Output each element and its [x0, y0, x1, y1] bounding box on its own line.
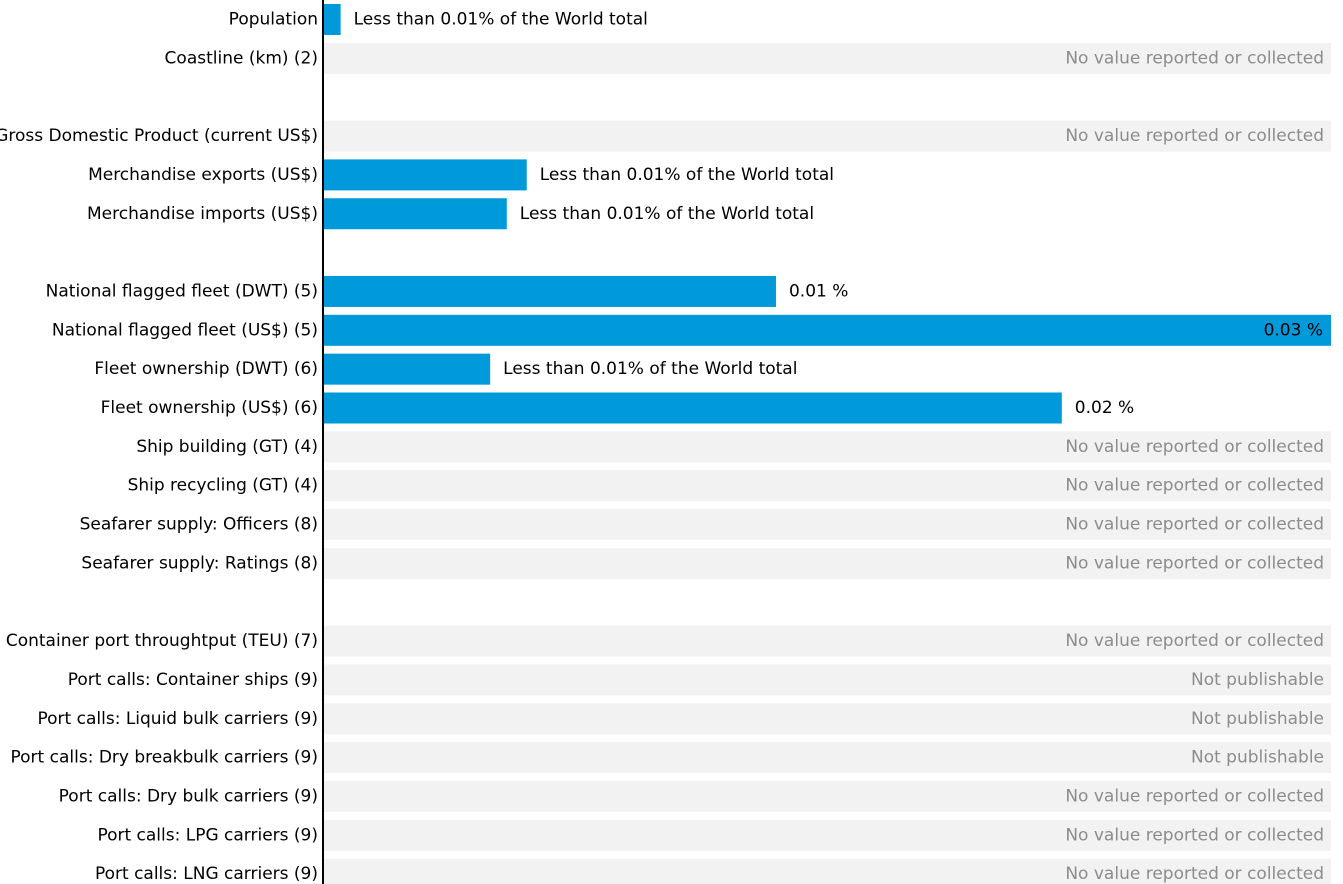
chart-row: Fleet ownership (US$) (6) 0.02 % [101, 392, 1134, 424]
category-label: Port calls: Dry breakbulk carriers (9) [11, 748, 318, 768]
value-label: No value reported or collected [1065, 126, 1324, 146]
chart-row: Port calls: Liquid bulk carriers (9) Not … [38, 703, 1331, 735]
value-label: Less than 0.01% of the World total [503, 359, 797, 379]
value-label: No value reported or collected [1065, 48, 1324, 68]
chart-row: Merchandise imports (US$) Less than 0.01%… [87, 198, 814, 230]
row-background [324, 703, 1331, 735]
category-label: Port calls: Liquid bulk carriers (9) [38, 709, 318, 729]
category-label: Fleet ownership (DWT) (6) [94, 359, 318, 379]
chart-row: Ship building (GT) (4) No value reported … [136, 431, 1331, 463]
value-label: 0.01 % [789, 281, 848, 301]
chart-row: Population Less than 0.01% of the World t… [229, 4, 648, 35]
value-label: No value reported or collected [1065, 631, 1324, 651]
row-background [324, 509, 1331, 541]
category-label: Port calls: LPG carriers (9) [97, 825, 318, 845]
bar [324, 275, 776, 307]
category-label: Port calls: LNG carriers (9) [95, 864, 318, 884]
value-label: Not publishable [1191, 709, 1324, 729]
bar [324, 353, 491, 385]
chart-row: Port calls: Container ships (9) Not publi… [68, 664, 1331, 696]
bar [324, 392, 1062, 424]
chart-row: Gross Domestic Product (current US$) No v… [0, 120, 1331, 152]
chart-row: Port calls: Dry bulk carriers (9) No valu… [59, 781, 1331, 812]
chart-row: Merchandise exports (US$) Less than 0.01%… [88, 159, 834, 191]
value-label: Less than 0.01% of the World total [354, 10, 648, 30]
bar [324, 4, 341, 35]
value-label: 0.02 % [1075, 398, 1134, 418]
chart-row: Seafarer supply: Officers (8) No value re… [80, 509, 1331, 541]
row-background [324, 742, 1331, 774]
value-label: No value reported or collected [1065, 476, 1324, 496]
category-label: National flagged fleet (DWT) (5) [46, 281, 318, 301]
category-label: Ship building (GT) (4) [136, 437, 318, 457]
row-background [324, 120, 1331, 152]
row-background [324, 431, 1331, 463]
row-background [324, 547, 1331, 579]
chart-row: National flagged fleet (DWT) (5) 0.01 % [46, 275, 848, 307]
row-background [324, 470, 1331, 502]
chart-row: Container port throughtput (TEU) (7) No v… [6, 625, 1331, 657]
category-label: Port calls: Container ships (9) [68, 670, 318, 690]
value-label: No value reported or collected [1065, 553, 1324, 573]
chart-row: Fleet ownership (DWT) (6) Less than 0.01%… [94, 353, 797, 385]
value-label: Not publishable [1191, 748, 1324, 768]
category-label: Gross Domestic Product (current US$) [0, 126, 318, 146]
value-label: No value reported or collected [1065, 825, 1324, 845]
chart-row: Port calls: Dry breakbulk carriers (9) No… [11, 742, 1331, 774]
category-label: Coastline (km) (2) [165, 48, 318, 68]
category-label: Container port throughtput (TEU) (7) [6, 631, 318, 651]
row-background [324, 625, 1331, 657]
chart-row: Port calls: LNG carriers (9) No value rep… [95, 858, 1331, 884]
value-label: Not publishable [1191, 670, 1324, 690]
bar [324, 159, 527, 191]
row-background [324, 42, 1331, 74]
bar [324, 198, 507, 230]
category-label: Seafarer supply: Ratings (8) [81, 553, 318, 573]
chart-row: Port calls: LPG carriers (9) No value rep… [97, 819, 1331, 851]
category-label: Port calls: Dry bulk carriers (9) [59, 787, 318, 807]
chart-row: National flagged fleet (US$) (5) 0.03 % [52, 314, 1331, 346]
category-label: Ship recycling (GT) (4) [128, 476, 318, 496]
chart-row: Seafarer supply: Ratings (8) No value rep… [81, 547, 1331, 579]
value-label: No value reported or collected [1065, 787, 1324, 807]
chart-row: Coastline (km) (2) No value reported or c… [165, 42, 1331, 74]
bar [324, 314, 1331, 346]
category-label: Population [229, 10, 318, 30]
row-background [324, 781, 1331, 812]
value-label: No value reported or collected [1065, 437, 1324, 457]
row-background [324, 819, 1331, 851]
value-label: Less than 0.01% of the World total [520, 204, 814, 224]
category-label: Merchandise exports (US$) [88, 165, 318, 185]
chart-row: Ship recycling (GT) (4) No value reported… [128, 470, 1331, 502]
category-label: National flagged fleet (US$) (5) [52, 320, 318, 340]
value-label: No value reported or collected [1065, 864, 1324, 884]
value-label: Less than 0.01% of the World total [540, 165, 834, 185]
category-label: Merchandise imports (US$) [87, 204, 318, 224]
row-background [324, 858, 1331, 884]
value-label: 0.03 % [1264, 320, 1323, 340]
row-background [324, 664, 1331, 696]
category-label: Fleet ownership (US$) (6) [101, 398, 318, 418]
category-label: Seafarer supply: Officers (8) [80, 515, 318, 535]
value-label: No value reported or collected [1065, 515, 1324, 535]
